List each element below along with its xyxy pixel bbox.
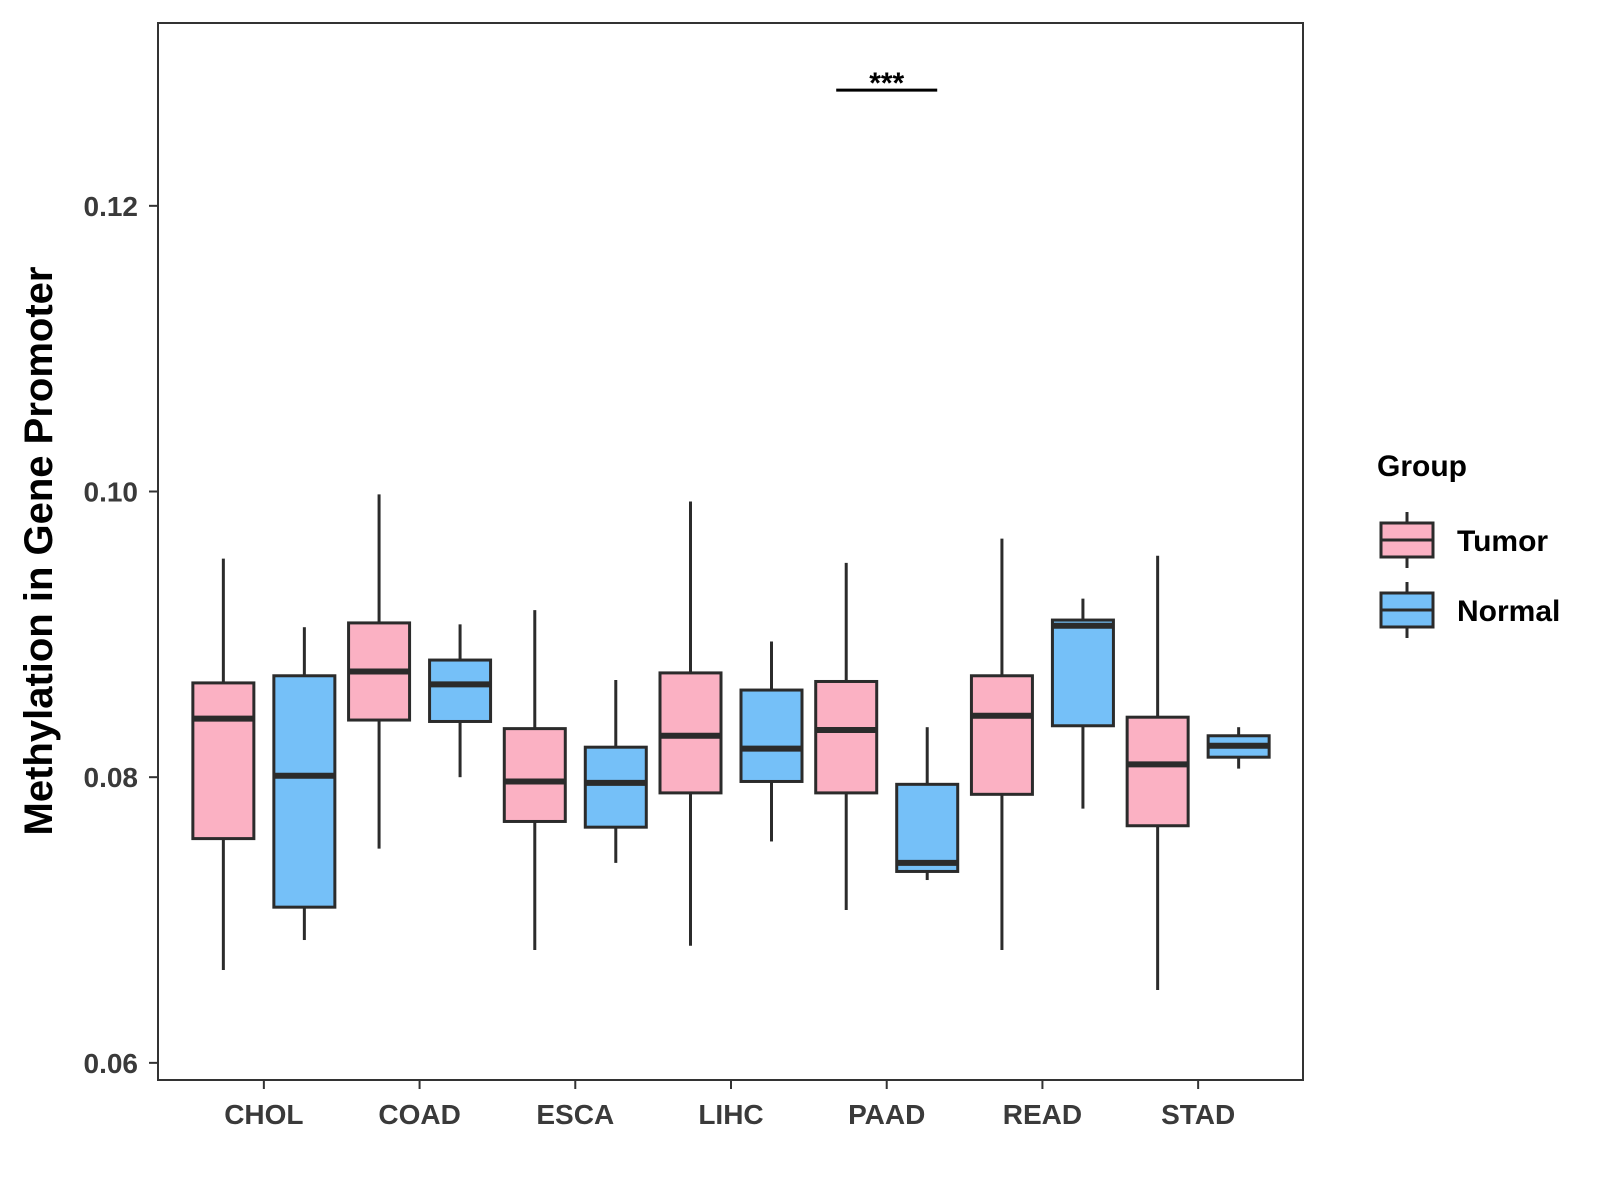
box-body	[502, 727, 567, 823]
box-body	[969, 674, 1034, 796]
box-body	[895, 782, 960, 873]
box-body	[583, 745, 648, 829]
box-body	[739, 688, 804, 783]
legend: Group Tumor Normal	[1377, 450, 1560, 638]
y-tick-label: 0.10	[84, 477, 139, 508]
box-normal-lihc	[739, 641, 804, 842]
significance-annotations: ***	[836, 67, 938, 100]
x-axis: CHOL COAD ESCA LIHC PAAD READ STAD	[224, 1080, 1235, 1130]
x-tick-label-esca: ESCA	[536, 1099, 614, 1130]
box-normal-stad	[1206, 727, 1271, 769]
legend-title: Group	[1377, 450, 1467, 483]
x-tick-label-paad: PAAD	[848, 1099, 925, 1130]
boxplots	[191, 494, 1271, 991]
y-tick-label: 0.08	[84, 762, 139, 793]
box-tumor-chol	[191, 558, 256, 971]
box-normal-paad	[895, 727, 960, 881]
box-tumor-lihc	[658, 501, 723, 946]
box-normal-coad	[428, 624, 493, 778]
y-tick-label: 0.06	[84, 1048, 139, 1079]
legend-label: Tumor	[1457, 525, 1548, 558]
box-body	[1125, 715, 1190, 828]
box-tumor-stad	[1125, 555, 1190, 991]
legend-label: Normal	[1457, 595, 1560, 628]
significance-label: ***	[869, 67, 904, 100]
y-axis-title: Methylation in Gene Promoter	[17, 267, 61, 836]
box-tumor-paad	[814, 562, 879, 911]
box-normal-esca	[583, 680, 648, 863]
x-tick-label-coad: COAD	[378, 1099, 460, 1130]
box-normal-chol	[272, 627, 337, 941]
x-tick-label-chol: CHOL	[224, 1099, 303, 1130]
box-body	[272, 674, 337, 909]
box-body	[814, 679, 879, 795]
box-tumor-coad	[347, 494, 412, 849]
box-body	[1050, 618, 1115, 728]
box-body	[191, 681, 256, 841]
panel-background	[158, 23, 1303, 1080]
legend-item-tumor: Tumor	[1379, 512, 1548, 568]
box-tumor-read	[969, 538, 1034, 951]
y-tick-label: 0.12	[84, 191, 139, 222]
box-tumor-esca	[502, 610, 567, 951]
x-tick-label-read: READ	[1003, 1099, 1082, 1130]
box-normal-read	[1050, 598, 1115, 809]
legend-item-normal: Normal	[1379, 582, 1560, 638]
x-tick-label-stad: STAD	[1161, 1099, 1235, 1130]
panel-border	[157, 22, 1304, 1081]
box-body	[428, 658, 493, 723]
x-tick-label-lihc: LIHC	[698, 1099, 763, 1130]
y-axis: 0.06 0.08 0.10 0.12	[84, 191, 158, 1079]
